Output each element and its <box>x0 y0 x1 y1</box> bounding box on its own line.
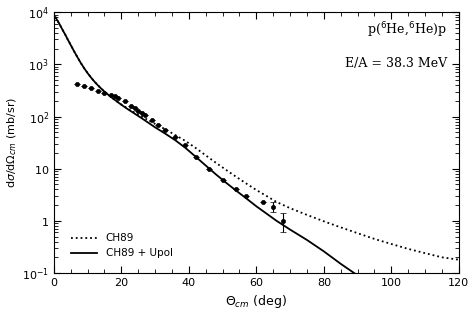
CH89 + Upol <box>98 87 104 90</box>
Y-axis label: d$\sigma$/d$\Omega_{cm}$ (mb/sr): d$\sigma$/d$\Omega_{cm}$ (mb/sr) <box>6 97 19 188</box>
Line: CH89 + Upol: CH89 + Upol <box>56 17 459 316</box>
CH89 <box>63 33 68 37</box>
CH89 <box>53 15 58 19</box>
CH89 + Upol <box>355 274 361 277</box>
CH89 + Upol <box>69 46 75 50</box>
CH89 + Upol <box>63 33 68 37</box>
CH89 <box>98 87 104 90</box>
CH89 <box>69 46 75 50</box>
CH89 <box>456 258 462 262</box>
CH89 <box>355 231 361 235</box>
CH89 + Upol <box>53 15 58 19</box>
CH89 + Upol <box>75 55 80 59</box>
CH89 <box>439 255 445 259</box>
Text: p($^6$He,$^6$He)p: p($^6$He,$^6$He)p <box>367 20 446 40</box>
CH89 <box>75 55 80 59</box>
Legend: CH89, CH89 + Upol: CH89, CH89 + Upol <box>67 229 177 263</box>
Line: CH89: CH89 <box>56 17 459 260</box>
X-axis label: $\Theta_{cm}$ (deg): $\Theta_{cm}$ (deg) <box>226 294 287 310</box>
Text: E/A = 38.3 MeV: E/A = 38.3 MeV <box>344 57 446 70</box>
